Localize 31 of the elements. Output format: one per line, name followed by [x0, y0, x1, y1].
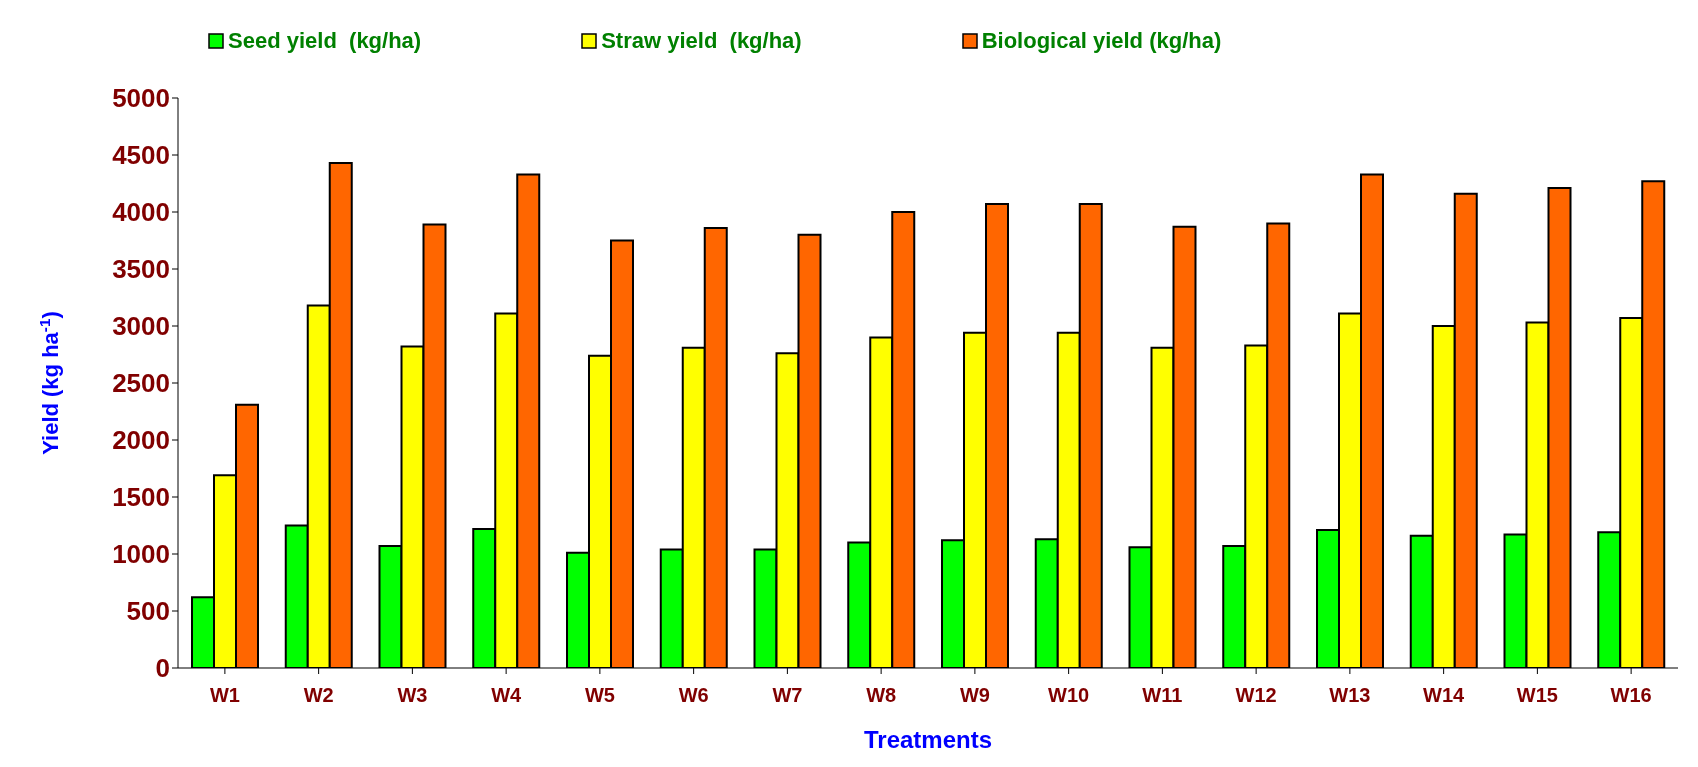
x-tick-label: W2: [303, 684, 334, 707]
y-tick-label: 5000: [112, 83, 170, 114]
y-tick-label: 4500: [112, 140, 170, 171]
legend-label: Seed yield (kg/ha): [228, 28, 422, 54]
x-tick-label: W16: [1610, 684, 1652, 707]
y-tick-label: 500: [126, 596, 170, 627]
x-tick-label: W13: [1329, 684, 1371, 707]
x-tick-label: W1: [209, 684, 240, 707]
y-tick-label: 1000: [112, 539, 170, 570]
x-tick-label: W7: [772, 684, 803, 707]
y-tick-label: 0: [155, 653, 170, 684]
y-tick-label: 3000: [112, 311, 170, 342]
x-tick-label: W14: [1423, 684, 1466, 707]
x-tick-label: W15: [1516, 684, 1558, 707]
y-tick-label: 3500: [112, 254, 170, 285]
x-axis-title: Treatments: [863, 726, 993, 753]
x-tick-label: W11: [1142, 684, 1183, 707]
x-tick-label: W10: [1048, 684, 1090, 707]
x-tick-label: W12: [1235, 684, 1277, 707]
y-tick-label: 1500: [112, 482, 170, 513]
x-tick-label: W5: [584, 684, 615, 707]
x-tick-label: W3: [397, 684, 428, 707]
y-tick-label: 4000: [112, 197, 170, 228]
x-tick-label: W9: [959, 684, 990, 707]
y-tick-label: 2500: [112, 368, 170, 399]
legend-label: Biological yield (kg/ha): [981, 28, 1222, 54]
legend-label: Straw yield (kg/ha): [601, 28, 802, 54]
x-tick-label: W6: [678, 684, 709, 707]
y-tick-label: 2000: [112, 425, 170, 456]
x-tick-label: W8: [866, 684, 897, 707]
x-tick-label: W4: [491, 684, 522, 707]
